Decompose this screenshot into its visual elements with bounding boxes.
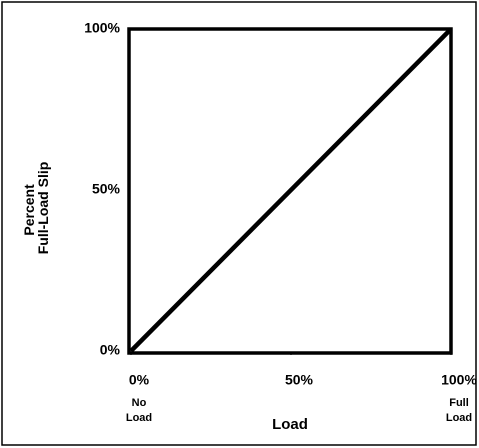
x-tick-label: 100% bbox=[441, 372, 477, 388]
annotation: Load bbox=[126, 412, 152, 424]
y-tick-label: 100% bbox=[84, 20, 120, 36]
y-axis-label: Percent Full-Load Slip bbox=[21, 162, 51, 255]
plot-frame bbox=[127, 27, 453, 355]
y-tick-label: 0% bbox=[100, 342, 121, 358]
line bbox=[129, 27, 453, 353]
x-tick-label: 0% bbox=[129, 372, 150, 388]
x-tick-label: 50% bbox=[285, 372, 314, 388]
annotation: Full bbox=[449, 397, 469, 409]
y-axis-label-line: Percent bbox=[21, 184, 37, 236]
annotation: No bbox=[132, 397, 147, 409]
annotation: Load bbox=[446, 412, 472, 424]
y-tick-label: 50% bbox=[92, 181, 121, 197]
y-axis-label-line: Full-Load Slip bbox=[35, 162, 51, 255]
x-axis-label: Load bbox=[272, 416, 308, 433]
